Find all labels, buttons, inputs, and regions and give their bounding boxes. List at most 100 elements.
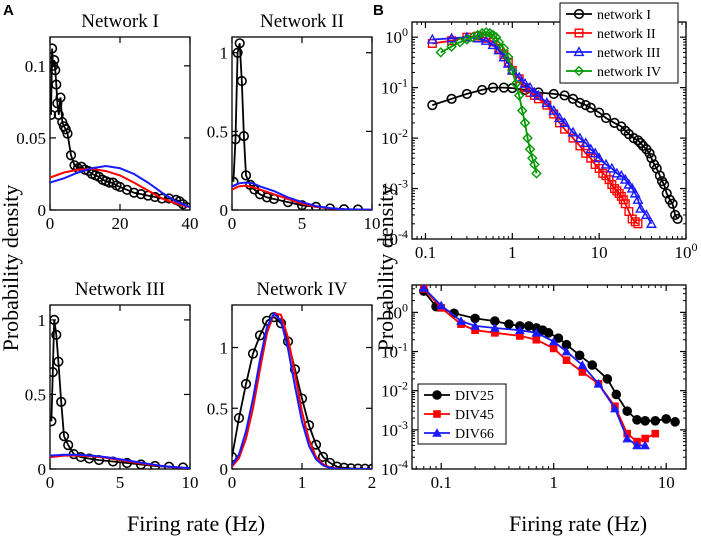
data-point-network-III [580, 137, 592, 148]
data-point-data [55, 92, 66, 103]
legend-label: DIV45 [455, 408, 494, 423]
series-line-DIV45 [423, 288, 656, 443]
data-point-network-III [574, 132, 586, 143]
series-line-data [232, 43, 359, 210]
data-point-DIV45 [623, 429, 631, 438]
data-point-network-III [606, 162, 618, 173]
legend-label: DIV66 [455, 427, 494, 442]
data-point-data [232, 47, 243, 58]
data-point-data [52, 98, 63, 109]
legend-marker [573, 8, 585, 20]
data-point-DIV45 [471, 326, 479, 335]
x-tick-label: 0 [46, 214, 55, 233]
legend-label: network IV [597, 65, 661, 80]
legend: DIV25 DIV45 DIV66 [417, 383, 507, 445]
plot-frame [231, 304, 373, 470]
data-point-network-I [661, 188, 672, 199]
chart-a2: Network II 0 5 10 0 0.5 1 [207, 11, 381, 233]
data-point-data [275, 318, 287, 329]
y-tick-label: 10-1 [381, 76, 408, 98]
data-point-DIV66 [577, 360, 588, 369]
data-point-network-I [672, 213, 683, 225]
plot-frame [49, 304, 191, 470]
series-layer [418, 285, 680, 450]
series-line-network-IV [440, 31, 538, 174]
data-point-network-III [632, 193, 644, 204]
data-point-network-III [640, 209, 652, 220]
x-tick-label: 40 [182, 214, 199, 233]
x-tick-label: 2 [368, 473, 377, 492]
data-point-DIV66 [610, 403, 620, 413]
data-point-data [51, 329, 62, 340]
data-point-data [317, 451, 329, 462]
series-layer [426, 27, 683, 229]
legend-label: network I [597, 8, 651, 23]
x-tick-label: 0.1 [415, 243, 436, 262]
data-point-DIV45 [651, 429, 660, 438]
x-tick-label: 20 [112, 214, 129, 233]
data-point-data [65, 150, 77, 161]
panel-title: Network III [75, 279, 165, 300]
panel-label-a: A [3, 2, 14, 19]
y-tick-label: 0 [220, 201, 229, 220]
data-point-data [331, 461, 343, 469]
x-axis-label-right: Firing rate (Hz) [509, 511, 647, 536]
data-point-data [181, 202, 190, 210]
data-point-network-III [567, 126, 579, 137]
data-point-DIV45 [562, 356, 571, 365]
data-point-data [238, 130, 249, 142]
data-point-data [58, 431, 70, 442]
data-point-DIV66 [456, 316, 466, 325]
data-point-DIV45 [641, 434, 649, 443]
data-point-network-II [609, 184, 619, 194]
legend-label: DIV25 [455, 389, 494, 404]
data-point-DIV25 [543, 328, 554, 338]
data-point-DIV66 [640, 440, 650, 450]
data-point-DIV66 [436, 300, 447, 310]
y-tick-label: 10-1 [381, 340, 408, 362]
data-point-network-IV [498, 43, 510, 54]
y-tick-label: 10-3 [381, 177, 408, 199]
data-point-network-IV [472, 29, 484, 41]
data-point-network-IV [510, 78, 522, 89]
data-point-network-III [619, 173, 631, 184]
data-point-DIV66 [490, 323, 500, 332]
data-point-network-III [513, 71, 525, 82]
data-point-network-II [560, 124, 570, 134]
data-point-network-III [629, 187, 641, 198]
data-point-network-III [548, 104, 560, 115]
data-point-DIV25 [587, 360, 598, 370]
data-point-network-II [633, 219, 643, 229]
data-point-network-I [635, 137, 646, 149]
data-point-network-IV [503, 51, 514, 63]
panel-title: Network II [260, 11, 344, 32]
legend-marker [573, 65, 585, 77]
y-tick-label: 0.5 [207, 122, 228, 141]
data-point-network-II [627, 214, 637, 224]
data-point-data [128, 187, 140, 198]
data-point-DIV45 [516, 332, 524, 340]
data-point-data [50, 43, 58, 54]
panel-title: Network IV [256, 279, 348, 300]
y-tick-label: 10-4 [381, 457, 408, 479]
data-point-network-I [427, 100, 438, 111]
data-point-DIV66 [548, 336, 559, 346]
data-point-DIV25 [611, 389, 622, 400]
y-axis-label-right: Probability density [373, 185, 398, 352]
data-point-network-III [498, 51, 510, 62]
data-point-network-III [426, 33, 438, 44]
data-point-network-III [626, 182, 638, 193]
y-tick-label: 1 [220, 339, 229, 358]
x-tick-label: 1 [508, 243, 517, 262]
data-point-network-I [600, 112, 612, 124]
data-point-DIV25 [650, 416, 661, 426]
legend-marker [573, 46, 585, 57]
data-point-DIV25 [504, 319, 514, 329]
panel-label-b: B [373, 2, 384, 19]
data-point-network-I [477, 84, 488, 96]
data-point-data [50, 109, 57, 120]
x-tick-label: 10 [364, 214, 381, 233]
data-point-network-I [637, 140, 649, 152]
series-line-blue-fit [232, 311, 372, 469]
